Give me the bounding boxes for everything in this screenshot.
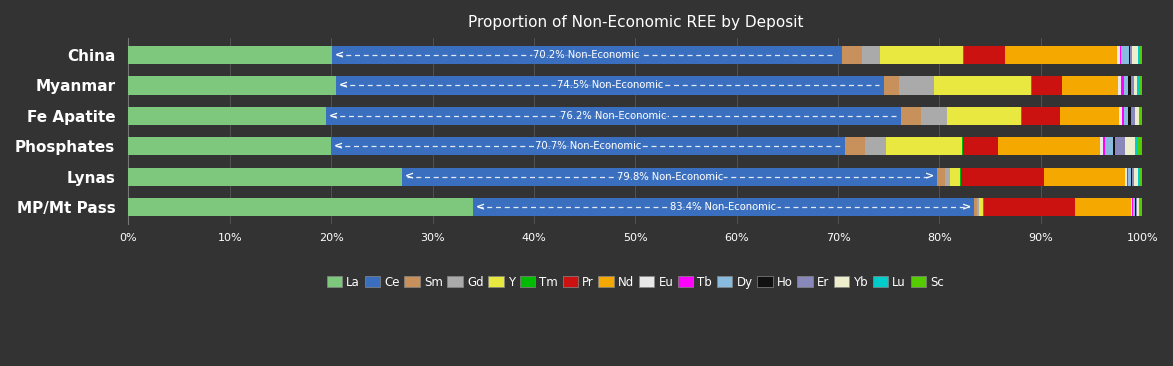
Bar — [129, 137, 331, 156]
Bar — [984, 198, 1076, 216]
Bar — [1128, 168, 1131, 186]
Bar — [1060, 107, 1119, 125]
Bar — [1113, 137, 1114, 156]
Bar — [1103, 137, 1105, 156]
Title: Proportion of Non-Economic REE by Deposit: Proportion of Non-Economic REE by Deposi… — [468, 15, 804, 30]
Bar — [1117, 46, 1120, 64]
Bar — [1134, 168, 1138, 186]
Bar — [921, 107, 947, 125]
Bar — [1128, 76, 1131, 94]
Bar — [129, 46, 332, 64]
Bar — [950, 168, 960, 186]
Bar — [1128, 107, 1131, 125]
Bar — [1022, 107, 1060, 125]
Bar — [1139, 168, 1143, 186]
Text: 79.8% Non-Economic: 79.8% Non-Economic — [617, 172, 723, 182]
Bar — [935, 76, 1031, 94]
Bar — [1140, 107, 1143, 125]
Text: >: > — [925, 172, 935, 182]
Bar — [1134, 76, 1137, 94]
Bar — [901, 107, 921, 125]
Text: <: < — [330, 111, 339, 121]
Bar — [473, 198, 974, 216]
Bar — [129, 76, 337, 94]
Bar — [1005, 46, 1117, 64]
Bar — [964, 46, 1005, 64]
Bar — [1130, 46, 1132, 64]
Bar — [402, 168, 937, 186]
Bar — [1124, 76, 1128, 94]
Bar — [331, 137, 846, 156]
Bar — [1124, 107, 1128, 125]
Bar — [1119, 107, 1121, 125]
Text: >: > — [962, 202, 971, 212]
Text: 70.2% Non-Economic: 70.2% Non-Economic — [533, 50, 639, 60]
Bar — [129, 198, 473, 216]
Bar — [1135, 107, 1139, 125]
Text: <: < — [405, 172, 414, 182]
Bar — [332, 46, 841, 64]
Bar — [337, 76, 883, 94]
Text: <: < — [339, 81, 348, 90]
Bar — [998, 137, 1099, 156]
Bar — [1121, 46, 1128, 64]
Bar — [841, 46, 862, 64]
Bar — [977, 198, 979, 216]
Bar — [1121, 76, 1124, 94]
Text: 74.5% Non-Economic: 74.5% Non-Economic — [557, 81, 663, 90]
Text: <: < — [334, 50, 344, 60]
Bar — [1137, 198, 1139, 216]
Bar — [1133, 198, 1135, 216]
Bar — [1131, 76, 1134, 94]
Bar — [947, 107, 1021, 125]
Bar — [1118, 76, 1121, 94]
Bar — [1137, 137, 1143, 156]
Bar — [846, 137, 866, 156]
Bar — [974, 198, 977, 216]
Bar — [129, 168, 402, 186]
Bar — [937, 168, 944, 186]
Bar — [944, 168, 950, 186]
Bar — [862, 46, 880, 64]
Bar — [1139, 76, 1143, 94]
Bar — [979, 198, 983, 216]
Text: <: < — [334, 141, 344, 151]
Text: 76.2% Non-Economic: 76.2% Non-Economic — [561, 111, 666, 121]
Bar — [1135, 137, 1137, 156]
Bar — [326, 107, 901, 125]
Bar — [886, 137, 962, 156]
Bar — [1132, 168, 1134, 186]
Bar — [1132, 46, 1138, 64]
Bar — [1062, 76, 1118, 94]
Bar — [1114, 137, 1125, 156]
Bar — [866, 137, 886, 156]
Bar — [1137, 76, 1139, 94]
Bar — [1076, 198, 1131, 216]
Bar — [1044, 168, 1125, 186]
Bar — [961, 168, 1044, 186]
Text: <: < — [476, 202, 486, 212]
Bar — [1099, 137, 1103, 156]
Bar — [1121, 107, 1124, 125]
Bar — [1125, 168, 1127, 186]
Bar — [1139, 46, 1143, 64]
Text: 70.7% Non-Economic: 70.7% Non-Economic — [535, 141, 642, 151]
Bar — [129, 107, 326, 125]
Bar — [1125, 137, 1135, 156]
Bar — [883, 76, 899, 94]
Bar — [899, 76, 935, 94]
Bar — [1131, 107, 1135, 125]
Legend: La, Ce, Sm, Gd, Y, Tm, Pr, Nd, Eu, Tb, Dy, Ho, Er, Yb, Lu, Sc: La, Ce, Sm, Gd, Y, Tm, Pr, Nd, Eu, Tb, D… — [321, 271, 949, 293]
Bar — [880, 46, 963, 64]
Bar — [1140, 198, 1143, 216]
Bar — [1105, 137, 1113, 156]
Text: 83.4% Non-Economic: 83.4% Non-Economic — [671, 202, 777, 212]
Bar — [963, 137, 998, 156]
Bar — [1032, 76, 1062, 94]
